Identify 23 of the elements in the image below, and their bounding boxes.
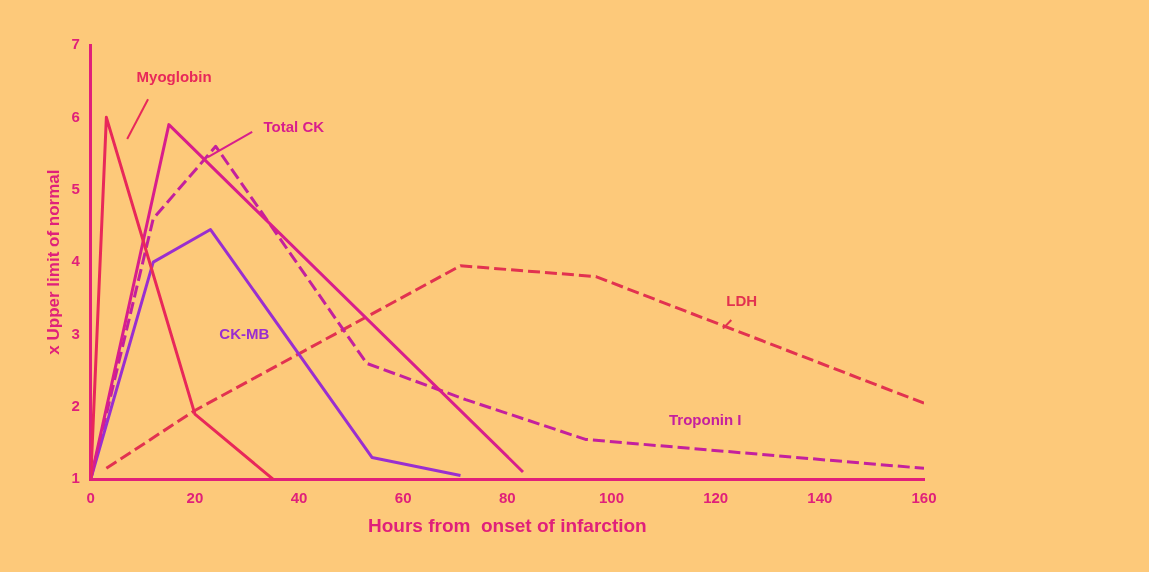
- x-tick-label: 100: [599, 489, 625, 507]
- x-tick-label: 140: [807, 489, 833, 507]
- x-tick-label: 120: [703, 489, 729, 507]
- series-label: LDH: [726, 292, 758, 310]
- y-tick-label: 1: [71, 469, 80, 487]
- y-tick-label: 2: [71, 396, 80, 414]
- y-tick-label: 4: [71, 252, 81, 270]
- x-tick-label: 160: [911, 489, 937, 507]
- y-tick-label: 3: [71, 324, 80, 342]
- x-tick-label: 40: [290, 489, 308, 507]
- series-label: CK-MB: [219, 324, 270, 342]
- text: Total CK: [263, 118, 325, 136]
- text: Myoglobin: [136, 67, 212, 85]
- x-tick-label: 0: [86, 489, 95, 507]
- y-tick-label: 7: [71, 35, 80, 53]
- x-tick-label: 20: [186, 489, 204, 507]
- series-label: Troponin I: [669, 411, 742, 429]
- x-axis-title: Hours from onset of infarction: [368, 514, 647, 536]
- x-tick-label: 80: [499, 489, 516, 507]
- y-tick-label: 6: [71, 107, 80, 125]
- y-tick-label: 5: [71, 179, 80, 197]
- y-axis-title: x Upper limit of normal: [43, 169, 63, 355]
- x-tick-label: 60: [394, 489, 412, 507]
